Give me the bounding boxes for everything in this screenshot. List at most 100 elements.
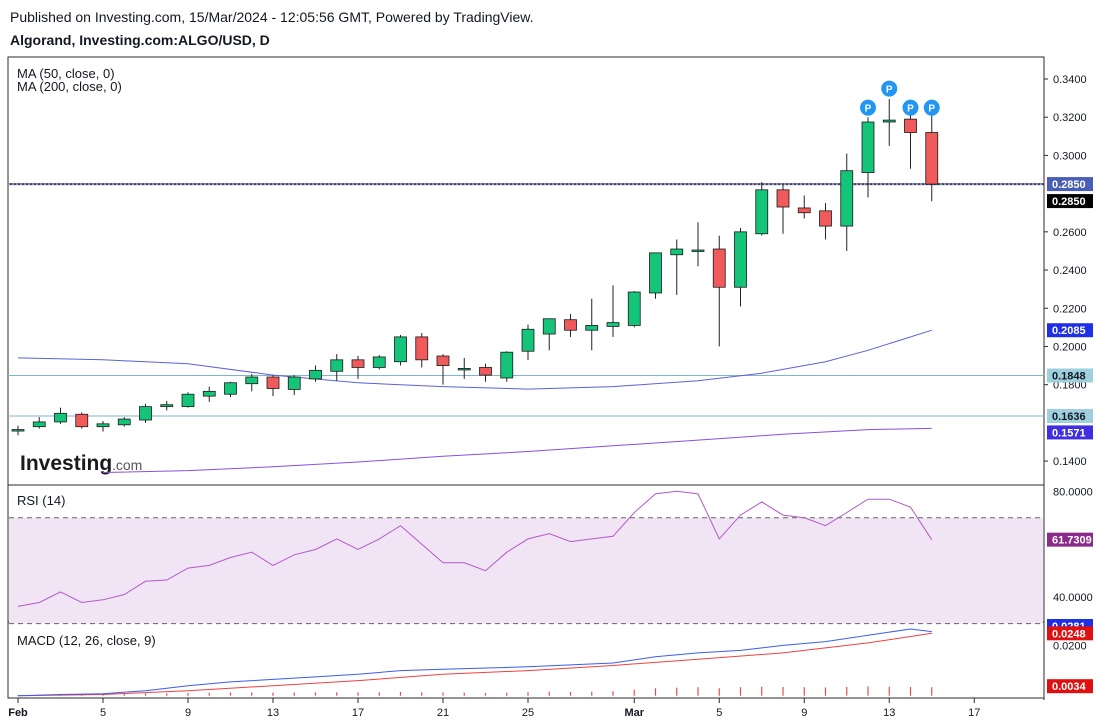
candle-body — [54, 412, 67, 423]
candle-body — [925, 132, 939, 185]
macd-tag-hist: 0.0034 — [1047, 679, 1093, 694]
candle-body — [712, 248, 726, 288]
candle — [585, 298, 599, 351]
candle — [734, 228, 747, 307]
price-tag-support-1-box — [1047, 368, 1093, 383]
price-tick-label: 0.2000 — [1053, 341, 1087, 353]
price-tick-label: 0.3400 — [1053, 74, 1087, 86]
candle — [521, 324, 535, 360]
rsi-tick-label: 80.0000 — [1053, 486, 1093, 498]
candle — [564, 313, 577, 337]
macd-line — [17, 628, 932, 697]
candle-body — [415, 336, 429, 361]
candle — [861, 117, 875, 198]
macd-signal-line — [17, 632, 932, 697]
candle-body — [245, 376, 259, 385]
pivot-label: P — [928, 104, 935, 115]
candle — [309, 365, 322, 382]
candle-body — [861, 121, 875, 174]
candle-body — [287, 376, 301, 390]
candle-body — [96, 423, 110, 428]
candle — [117, 417, 131, 427]
pivot-marker: P — [881, 80, 898, 97]
price-tag-support-2-box — [1047, 408, 1093, 423]
candle — [330, 354, 344, 381]
candle-body — [521, 328, 535, 352]
price-pane: P P P P — [8, 80, 1044, 473]
candle-body — [394, 336, 407, 363]
macd-pane — [17, 628, 933, 697]
rsi-tag-last-box — [1047, 532, 1093, 547]
candle-body — [776, 189, 790, 208]
time-tick-label: 13 — [883, 707, 895, 719]
candle — [75, 412, 89, 429]
candle-body — [542, 318, 556, 335]
candle-body — [606, 322, 620, 327]
candle — [181, 392, 195, 408]
macd-pane-frame — [7, 621, 1045, 699]
candle — [96, 420, 110, 432]
candle — [691, 222, 705, 267]
candle-body — [117, 418, 131, 426]
price-tag-support-1: 0.1848 — [1047, 368, 1093, 383]
candle — [819, 203, 832, 240]
time-tick-label: 25 — [522, 707, 534, 719]
candle — [245, 374, 259, 392]
price-tag-resistance-box — [1047, 177, 1093, 192]
price-tag-ma50: 0.2085 — [1047, 323, 1093, 338]
time-tick-label: 13 — [267, 707, 279, 719]
price-tag-support-2: 0.1636 — [1047, 408, 1093, 423]
candle-body — [585, 325, 599, 331]
candle — [712, 235, 726, 347]
candle-body — [479, 367, 492, 376]
candle — [904, 115, 917, 169]
rsi-title: RSI (14) — [17, 493, 65, 508]
pivot-circle — [860, 99, 876, 116]
ma50-line — [17, 329, 932, 390]
candle — [670, 239, 684, 295]
candle-body — [75, 413, 89, 428]
price-tag-support-1-text: 0.1848 — [1052, 370, 1086, 382]
candle — [372, 355, 386, 370]
candle — [415, 333, 429, 368]
candle — [797, 195, 811, 219]
axis-labels: 0.3400 0.3200 0.3000 0.2600 0.2400 0.2200 0.20… — [8, 74, 1093, 719]
candle — [840, 153, 854, 251]
macd-tag-signal-text: 0.0248 — [1052, 628, 1086, 640]
candle-body — [160, 404, 174, 408]
candle — [11, 425, 25, 436]
candle-body — [691, 249, 705, 252]
candle-body — [181, 393, 195, 408]
candle-body — [734, 231, 747, 288]
candle-body — [202, 390, 216, 397]
legend-ma50: MA (50, close, 0) — [17, 66, 115, 81]
rsi-band — [9, 517, 1043, 624]
candle-body — [139, 406, 152, 421]
candle — [287, 375, 301, 396]
price-tag-last-box — [1047, 194, 1093, 209]
macd-tag-signal: 0.0248 — [1047, 626, 1093, 641]
candle — [500, 351, 514, 382]
time-tick-label: 17 — [968, 707, 980, 719]
candle-body — [32, 421, 46, 428]
candle — [351, 356, 365, 379]
time-tick-label: 21 — [437, 707, 449, 719]
investing-logo: Investing .com — [20, 452, 142, 475]
macd-tag-signal-box — [1047, 626, 1093, 641]
price-tick-label: 0.2400 — [1053, 265, 1087, 277]
candle-body — [457, 368, 471, 371]
candle-body — [351, 359, 365, 368]
time-tick-label: Feb — [8, 707, 28, 719]
pivot-marker: P — [923, 99, 940, 116]
candle — [160, 400, 174, 411]
pivot-label: P — [886, 85, 893, 96]
price-tick-label: 0.2200 — [1053, 303, 1087, 315]
candle-body — [649, 252, 662, 294]
candle-body — [797, 207, 811, 214]
candle — [542, 318, 556, 351]
macd-tag-hist-text: 0.0034 — [1052, 681, 1087, 693]
candle — [479, 363, 492, 382]
legend-ma200: MA (200, close, 0) — [17, 79, 122, 94]
price-tag-resistance-text: 0.2850 — [1052, 179, 1086, 191]
